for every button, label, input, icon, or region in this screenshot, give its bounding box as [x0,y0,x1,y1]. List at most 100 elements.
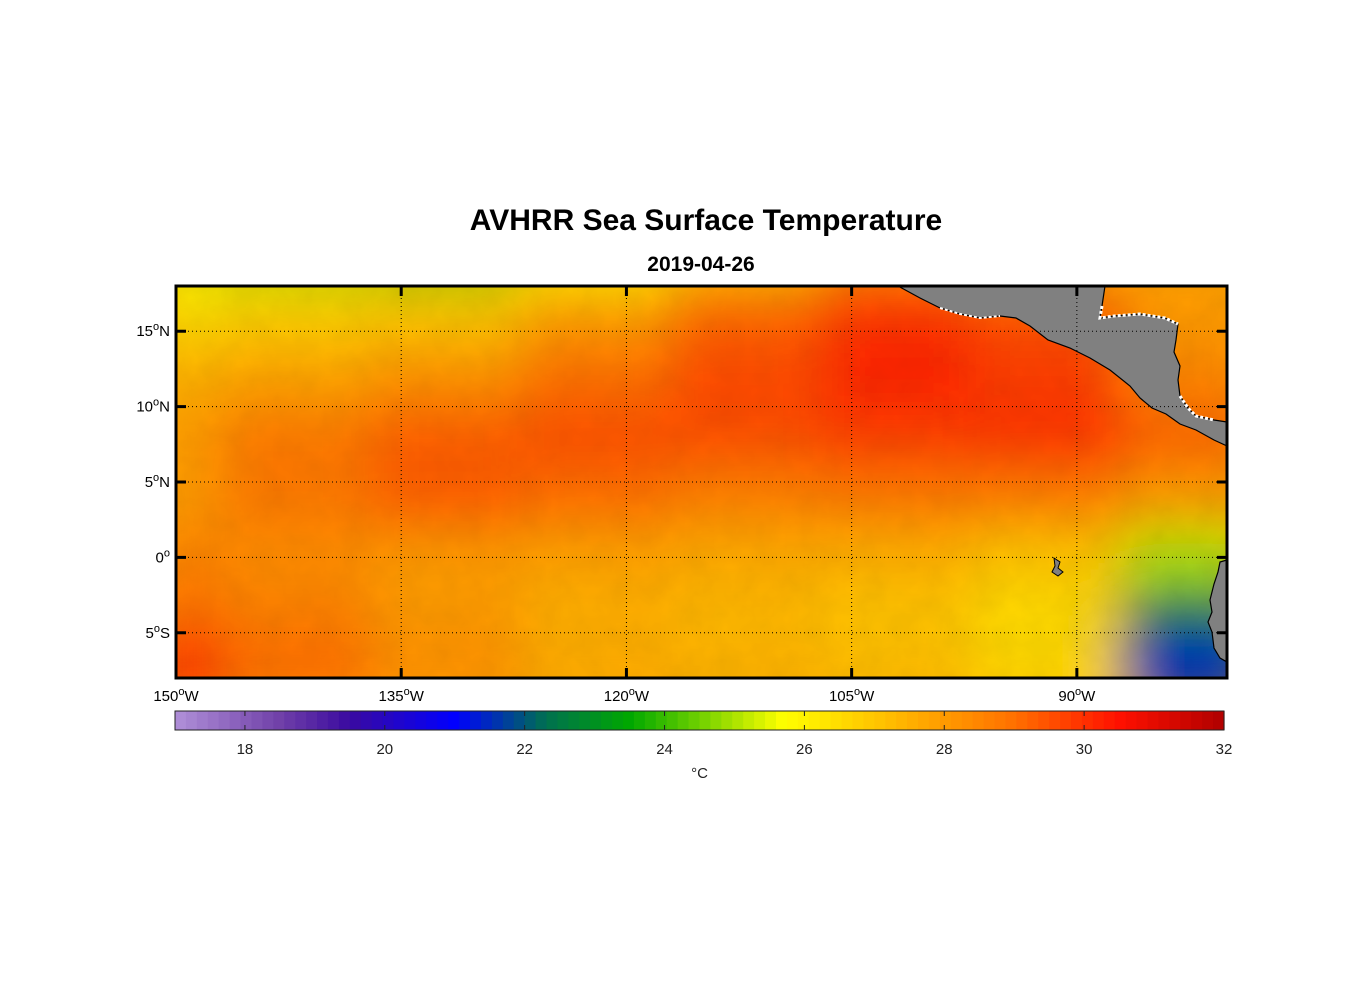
colorbar-tick-label: 30 [1076,741,1093,758]
colorbar-segment [470,711,482,730]
colorbar-segment [306,711,318,730]
colorbar-segment [1114,711,1127,730]
colorbar-segment [754,711,766,730]
lon-tick-label: 105oW [829,686,875,705]
colorbar-segment [655,711,668,730]
colorbar-segment [797,711,810,730]
colorbar-segment [623,711,635,730]
colorbar-segment [1202,711,1214,730]
colorbar-segment [437,711,449,730]
colorbar-segment [743,711,755,730]
sst-field [176,286,1227,678]
colorbar-segment [1038,711,1050,730]
colorbar-segment [229,711,242,730]
colorbar-segment [284,711,296,730]
colorbar-tick-label: 22 [516,741,533,758]
colorbar-segment [863,711,875,730]
colorbar-segment [983,711,996,730]
colorbar-tick-label: 18 [237,741,254,758]
colorbar-segment [765,711,777,730]
colorbar-segment [688,711,701,730]
colorbar-segment [338,711,351,730]
lat-tick-label: 10oN [136,397,170,416]
colorbar-segment [1125,711,1138,730]
colorbar-segment [732,711,744,730]
colorbar-segment [327,711,340,730]
colorbar-segment [535,711,548,730]
colorbar-segment [950,711,963,730]
colorbar-segment [513,711,526,730]
land-south-america [1207,559,1227,663]
colorbar-segment [262,711,274,730]
colorbar-segment [666,711,679,730]
colorbar-segment [1213,711,1225,730]
colorbar-segment [939,711,952,730]
colorbar-segment [590,711,602,730]
lat-tick-label: 0o [156,547,170,566]
colorbar-segment [546,711,559,730]
colorbar-segment [710,711,722,730]
colorbar-segment [907,711,919,730]
colorbar-segment [371,711,384,730]
colorbar-segment [644,711,657,730]
colorbar-segment [852,711,865,730]
lon-tick-label: 135oW [379,686,425,705]
colorbar-segment [874,711,886,730]
colorbar-segment [721,711,733,730]
colorbar-segment [1103,711,1116,730]
colorbar-segment [207,711,220,730]
colorbar-segment [1136,711,1149,730]
chart-subtitle: 2019-04-26 [647,253,755,276]
colorbar-segment [830,711,843,730]
colorbar-segment [491,711,504,730]
colorbar-segment [404,711,416,730]
colorbar-segment [185,711,198,730]
colorbar-segment [961,711,974,730]
colorbar-segment [480,711,493,730]
colorbar-segment [1060,711,1072,730]
colorbar-segment [568,711,580,730]
colorbar-segment [928,711,941,730]
colorbar-segment [415,711,427,730]
colorbar-segment [1049,711,1061,730]
colorbar-segment [612,711,624,730]
colorbar-segment [775,711,788,730]
colorbar-segment [1027,711,1039,730]
colorbar-tick-label: 28 [936,741,953,758]
colorbar-tick-label: 26 [796,741,813,758]
colorbar-segment [175,711,187,730]
colorbar-segment [972,711,985,730]
colorbar-segment [295,711,307,730]
colorbar-segment [1005,711,1017,730]
lon-tick-label: 120oW [604,686,650,705]
chart-title: AVHRR Sea Surface Temperature [469,204,943,237]
colorbar-segment [896,711,908,730]
lon-tick-label: 150oW [153,686,199,705]
colorbar-segment [349,711,362,730]
colorbar-segment [1158,711,1170,730]
colorbar-segment [240,711,253,730]
graticule [176,286,1227,678]
colorbar-segment [459,711,471,730]
colorbar-segment [1169,711,1181,730]
lat-tick-label: 5oN [145,472,170,491]
colorbar-segment [633,711,646,730]
colorbar-segment [426,711,438,730]
colorbar-segment [1180,711,1192,730]
colorbar-segment [382,711,395,730]
lat-tick-label: 15oN [136,321,170,340]
colorbar-segment [218,711,231,730]
colorbar-segment [502,711,515,730]
land-galapagos [1051,556,1064,577]
colorbar-segment [1092,711,1105,730]
colorbar-segment [841,711,854,730]
colorbar-segment [196,711,209,730]
colorbar-segment [251,711,264,730]
colorbar-segment [579,711,591,730]
colorbar-segment [994,711,1007,730]
map-axes: 150oW 135oW 120oW 105oW 90oW 15oN 10oN 5oN 0o 5oS [136,286,1227,705]
colorbar-segment [524,711,537,730]
colorbar-segment [557,711,569,730]
colorbar-segment [1191,711,1203,730]
